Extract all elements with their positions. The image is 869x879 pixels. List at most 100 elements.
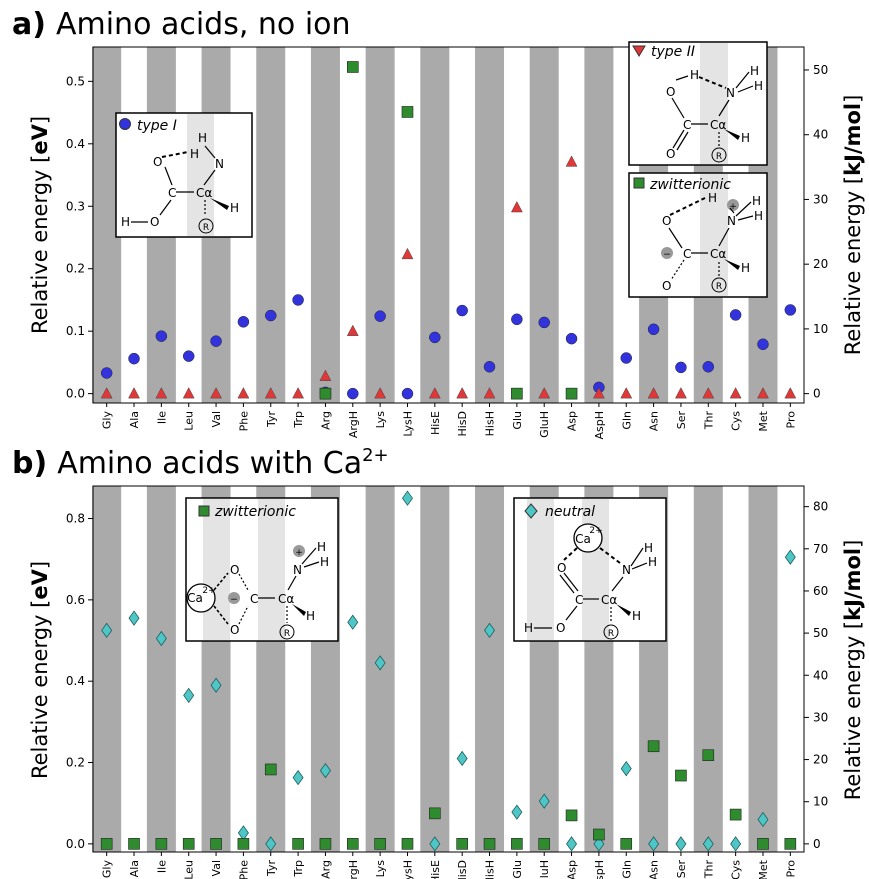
chem-n: N	[293, 563, 302, 577]
x-tick-label: Gly	[101, 860, 114, 879]
point-zwitterionic	[319, 838, 332, 850]
point-type2	[346, 324, 359, 336]
point-neutral	[128, 610, 140, 626]
inset-type1-shade	[187, 114, 214, 236]
x-tick-label: Trp	[292, 860, 305, 878]
chem-minus: −	[230, 595, 238, 605]
legend-type1-label: type I	[137, 118, 177, 134]
point-neutral	[784, 549, 796, 565]
x-tick-label: Cys	[730, 860, 743, 879]
x-tick-label: Lys	[374, 411, 387, 429]
x-tick-label: Lys	[374, 860, 387, 878]
legend-type2-marker	[632, 45, 646, 57]
point-type2	[128, 387, 140, 399]
chem-h: H	[306, 609, 315, 623]
point-type2	[592, 387, 605, 399]
wedge	[724, 129, 740, 140]
chem-calpha: Cα	[278, 592, 294, 606]
chem-h: H	[741, 131, 750, 145]
x-tick-label: Glu	[511, 411, 524, 430]
wedge	[616, 604, 631, 616]
chem-c: C	[250, 592, 258, 606]
chem-h: H	[524, 621, 533, 635]
x-tick-label: Ala	[128, 411, 141, 428]
point-type2	[401, 247, 414, 260]
x-tick-label: LysH	[401, 411, 414, 437]
point-zwitterionic	[128, 838, 140, 850]
point-type2	[675, 387, 687, 399]
x-tick-label: Ala	[128, 860, 141, 877]
inset-type1: type I H H N O C Cα H H O R	[115, 112, 253, 238]
point-type2	[565, 155, 578, 167]
point-neutral	[401, 490, 413, 506]
point-type2	[702, 387, 715, 399]
point-type1	[155, 330, 168, 342]
y2-tick-label: 10	[813, 322, 828, 336]
point-neutral	[237, 825, 249, 841]
x-tick-label: ArgH	[347, 860, 360, 879]
y2-tick-label: 0	[813, 387, 821, 401]
point-zwitterionic	[675, 769, 687, 782]
point-type1	[647, 323, 660, 336]
chem-h: H	[320, 555, 329, 569]
minus-charge-circle	[228, 592, 240, 604]
point-neutral	[210, 677, 222, 693]
point-zwitterionic	[401, 106, 414, 118]
y2-tick-label: 20	[813, 753, 828, 767]
x-tick-label: Thr	[702, 411, 715, 431]
category-band	[146, 486, 176, 852]
point-type1	[483, 361, 496, 373]
x-tick-label: Phe	[237, 860, 250, 879]
point-zwitterionic	[429, 807, 441, 820]
point-neutral	[620, 760, 632, 777]
y-tick-label: 0.8	[66, 512, 85, 526]
x-tick-label: Arg	[319, 411, 332, 430]
x-tick-label: Cys	[730, 411, 743, 431]
type1-bonds	[131, 145, 216, 223]
panel-a: Gly Ala Ile Leu Val Phe Tyr Trp Arg ArgH Lys LysH Hi…	[28, 41, 865, 440]
panel-b: Gly Ala Ile Leu Val Phe Tyr Trp Arg ArgH Lys LysH Hi…	[28, 485, 865, 879]
y2-tick-label: 10	[813, 795, 828, 809]
point-neutral	[101, 622, 113, 639]
x-tick-label: Asn	[648, 411, 661, 431]
chem-ion: Ca	[575, 532, 591, 546]
chem-r: R	[203, 223, 209, 233]
category-band	[420, 486, 450, 852]
zwit-a-bonds	[668, 197, 754, 281]
y2-tick-label: 50	[813, 63, 828, 77]
y2-tick-label: 80	[813, 500, 828, 514]
chem-o: O	[556, 621, 565, 635]
y2-tick-label: 30	[813, 192, 828, 206]
point-type1	[292, 294, 304, 306]
point-type2	[647, 387, 660, 399]
y2-tick-label: 40	[813, 668, 828, 682]
inset-neutral-b-shade-2	[582, 499, 609, 640]
x-tick-label: Trp	[292, 411, 305, 429]
legend-zwit-b-label: zwitterionic	[214, 504, 296, 520]
inset-type1-box	[115, 112, 253, 238]
inset-neutral-b: neutral Ca 2+ O C Cα N H H H H O R	[513, 497, 667, 642]
x-tick-label: ArgH	[347, 411, 360, 438]
chem-ion: Ca	[187, 591, 203, 605]
panel-b-frame	[92, 485, 805, 853]
x-tick-label: HisH	[484, 860, 497, 879]
x-tick-label: AspH	[593, 860, 606, 879]
inset-type2-box	[628, 41, 768, 166]
point-type2	[374, 387, 387, 399]
chem-o: O	[666, 147, 675, 161]
point-type2	[456, 387, 469, 399]
x-tick-label: Ile	[155, 411, 168, 424]
point-type2	[620, 387, 633, 399]
y-tick-label: 0.4	[66, 137, 85, 151]
x-tick-label: Arg	[319, 860, 332, 879]
legend-neutral-label: neutral	[545, 504, 595, 520]
chem-n: N	[726, 86, 735, 100]
point-zwitterionic	[483, 838, 496, 850]
chem-r: R	[716, 152, 722, 162]
category-band	[365, 47, 395, 403]
chem-plus: +	[729, 202, 737, 212]
y-tick-label: 0.4	[66, 674, 85, 688]
panel-a-ticks: Gly Ala Ile Leu Val Phe Tyr Trp Arg ArgH Lys LysH Hi…	[66, 63, 828, 440]
legend-zwit-a-label: zwitterionic	[649, 177, 731, 193]
